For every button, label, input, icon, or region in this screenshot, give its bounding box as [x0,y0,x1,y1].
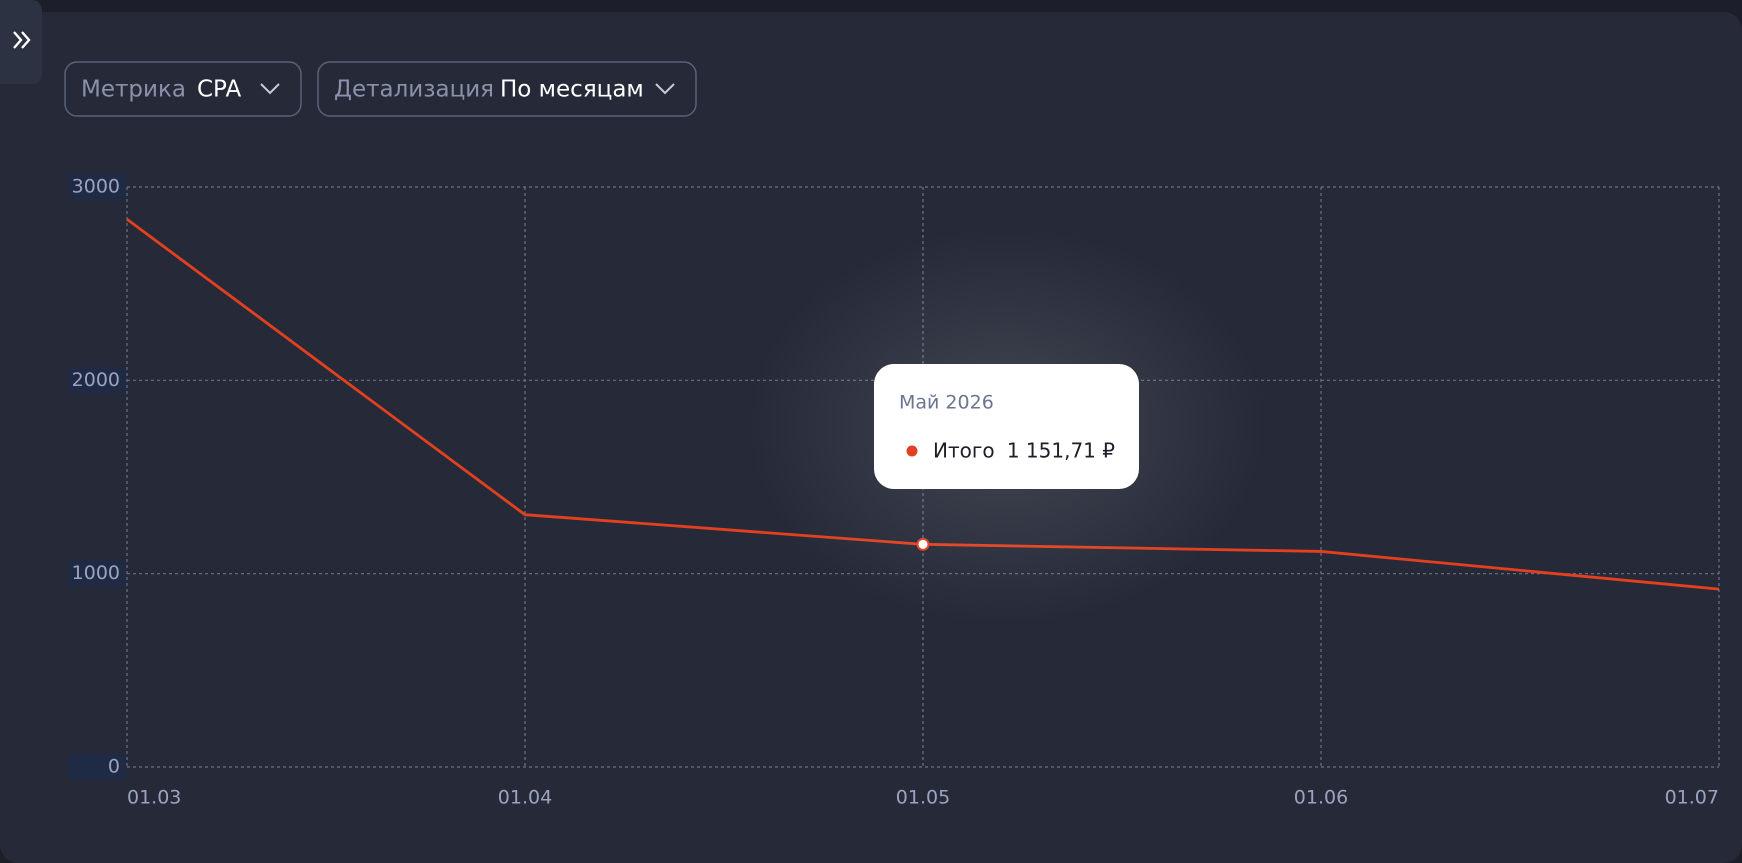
chevron-icon [21,31,31,49]
x-tick-label: 01.04 [498,787,552,809]
y-tick-label: 1000 [72,562,120,584]
y-tick-background [68,174,126,200]
select-box[interactable] [64,61,302,117]
x-tick-label: 01.05 [896,787,950,809]
y-tick-label: 2000 [72,369,120,391]
select-value: CPA [197,77,241,103]
chart: 0 1000 2000 3000 01.03 01.04 01.05 01.06 01.07 Ма… [68,174,1720,809]
dropdown-icon [260,83,280,95]
x-tick-label: 01.06 [1294,787,1348,809]
chevron-icon [13,31,23,49]
dropdown-icon [655,83,675,95]
select-box[interactable] [317,61,697,117]
y-tick-background [68,367,126,394]
detail-select[interactable]: Детализация По месяцам [317,61,697,117]
metric-select[interactable]: Метрика CPA [64,61,302,117]
y-tick-label: 3000 [72,176,120,198]
tooltip-title: Май 2026 [899,392,994,414]
select-label: Метрика [81,77,186,103]
y-tick-label: 0 [108,756,120,778]
tooltip [874,364,1139,489]
y-tick-background [68,560,126,587]
sidebar-toggle[interactable] [0,0,42,84]
y-tick-background [68,754,126,780]
value-label: 1 151,71 ₽ [1007,439,1115,463]
legend-marker [906,445,918,457]
x-tick-label: 01.03 [127,787,181,809]
legend-label: Итого [933,439,995,463]
select-value: По месяцам [500,77,644,103]
select-label: Детализация [334,77,494,103]
x-tick-label: 01.07 [1665,787,1719,809]
